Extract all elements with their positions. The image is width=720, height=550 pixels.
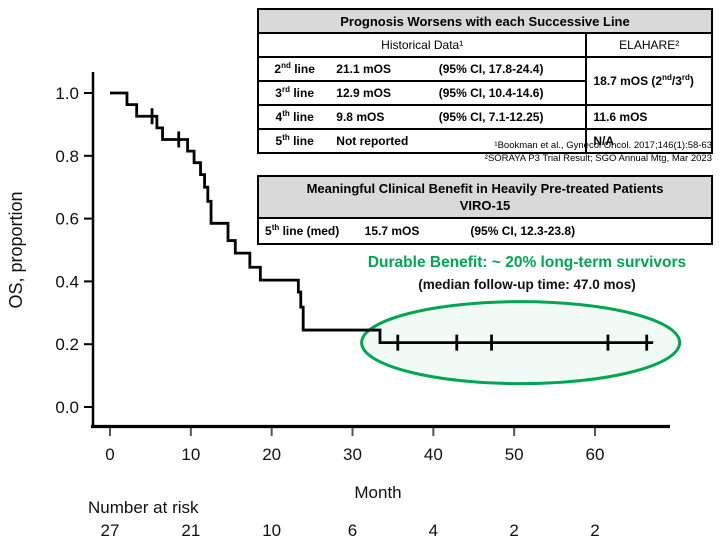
viro15-title-line1: Meaningful Clinical Benefit in Heavily P… xyxy=(306,181,664,196)
km-curve xyxy=(110,91,654,345)
x-tick-label: 40 xyxy=(424,445,443,464)
x-tick-label: 50 xyxy=(505,445,524,464)
viro15-title-line2: VIRO-15 xyxy=(459,198,511,213)
table-row: 5th line (med) 15.7 mOS (95% CI, 12.3-23… xyxy=(258,218,712,244)
number-at-risk-value: 6 xyxy=(348,521,357,540)
x-tick-label: 20 xyxy=(262,445,281,464)
mos-cell: Not reported xyxy=(336,134,409,148)
footnote-bookman: ¹Bookman et al., Gynecol Oncol. 2017;146… xyxy=(494,140,712,151)
line-cell: 5th line (med) xyxy=(265,223,340,239)
x-tick-label: 30 xyxy=(343,445,362,464)
mos-cell: 9.8 mOS xyxy=(330,105,433,130)
number-at-risk-value: 27 xyxy=(101,521,120,540)
number-at-risk-label: Number at risk xyxy=(88,498,199,517)
mos-cell: 15.7 mOS xyxy=(364,224,420,238)
number-at-risk-value: 4 xyxy=(429,521,438,540)
y-tick-label: 0.0 xyxy=(55,398,79,417)
number-at-risk-value: 2 xyxy=(509,521,518,540)
number-at-risk-value: 10 xyxy=(262,521,281,540)
table-row: 2nd line 21.1 mOS (95% CI, 17.8-24.4) 18… xyxy=(258,57,712,106)
prognosis-table-title: Prognosis Worsens with each Successive L… xyxy=(258,9,712,34)
footnote-soraya: ²SORAYA P3 Trial Result; SGO Annual Mtg,… xyxy=(484,152,712,164)
mos-cell: 21.1 mOS xyxy=(330,57,433,82)
historical-data-header: Historical Data¹ xyxy=(258,33,587,58)
number-at-risk-value: 21 xyxy=(181,521,200,540)
mos-cell: 12.9 mOS xyxy=(330,81,433,106)
table-row: 5th line Not reported N/A xyxy=(258,129,712,153)
viro15-table-title: Meaningful Clinical Benefit in Heavily P… xyxy=(258,176,712,219)
x-tick-label: 60 xyxy=(586,445,605,464)
ci-cell: (95% CI, 12.3-23.8) xyxy=(470,224,576,238)
table-row: Prognosis Worsens with each Successive L… xyxy=(258,9,712,34)
table-row: Historical Data¹ ELAHARE² xyxy=(258,33,712,58)
x-tick-label: 10 xyxy=(181,445,200,464)
elahare-cell: N/A xyxy=(585,129,712,153)
line-cell: 3rd line xyxy=(258,81,331,106)
prognosis-table: Prognosis Worsens with each Successive L… xyxy=(257,8,713,154)
ci-cell: (95% CI, 17.8-24.4) xyxy=(432,57,587,82)
elahare-header: ELAHARE² xyxy=(585,33,712,58)
durable-benefit-annotation: Durable Benefit: ~ 20% long-term survivo… xyxy=(368,254,686,271)
line-cell: 4th line xyxy=(258,105,331,130)
table-row: 4th line 9.8 mOS (95% CI, 7.1-12.25) 11.… xyxy=(258,105,712,130)
y-tick-label: 0.2 xyxy=(55,335,79,354)
line-cell: 5th line xyxy=(275,133,314,149)
y-tick-label: 1.0 xyxy=(55,84,79,103)
viro15-table: Meaningful Clinical Benefit in Heavily P… xyxy=(257,175,713,245)
elahare-merged-cell: 18.7 mOS (2nd/3rd) xyxy=(585,57,712,106)
elahare-cell: 11.6 mOS xyxy=(585,105,712,130)
table-row: 3rd line 12.9 mOS (95% CI, 10.4-14.6) xyxy=(258,81,712,106)
line-cell: 2nd line xyxy=(258,57,331,82)
y-tick-label: 0.6 xyxy=(55,210,79,229)
y-tick-label: 0.4 xyxy=(55,272,79,291)
y-tick-label: 0.8 xyxy=(55,147,79,166)
x-tick-label: 0 xyxy=(105,445,114,464)
y-axis-title: OS, proportion xyxy=(6,191,26,308)
number-at-risk-value: 2 xyxy=(590,521,599,540)
table-footnotes: ¹Bookman et al., Gynecol Oncol. 2017;146… xyxy=(258,140,712,165)
median-followup-annotation: (median follow-up time: 47.0 mos) xyxy=(418,277,636,292)
ci-cell: (95% CI, 7.1-12.25) xyxy=(432,105,587,130)
ci-cell: (95% CI, 10.4-14.6) xyxy=(432,81,587,106)
x-axis-title: Month xyxy=(354,483,401,502)
table-row: Meaningful Clinical Benefit in Heavily P… xyxy=(258,176,712,219)
